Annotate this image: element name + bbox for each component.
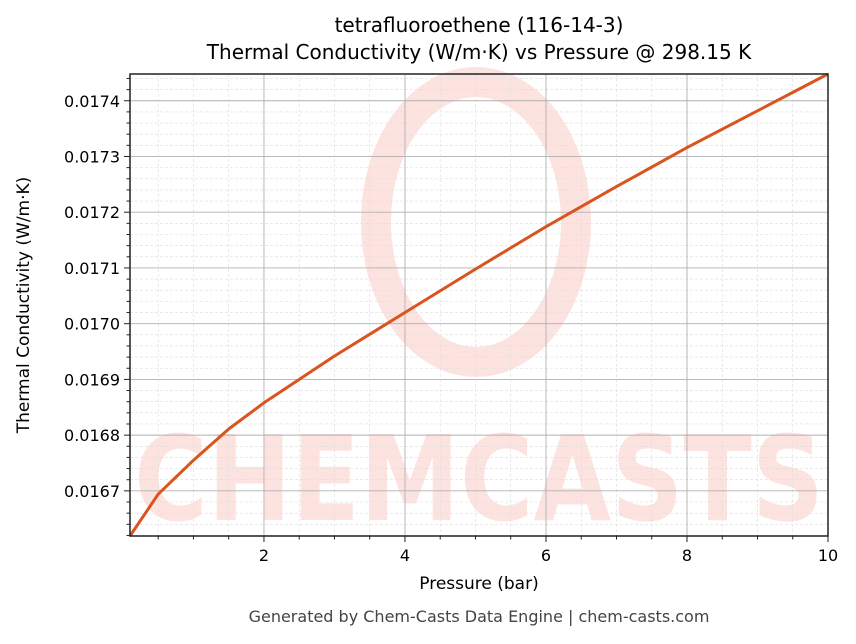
- x-tick-label: 10: [818, 546, 838, 565]
- footer-credit: Generated by Chem-Casts Data Engine | ch…: [248, 607, 710, 626]
- series-line: [128, 72, 829, 537]
- y-tick-label: 0.0174: [64, 92, 120, 111]
- chart-title: tetrafluoroethene (116-14-3): [334, 13, 624, 37]
- y-tick-label: 0.0169: [64, 370, 120, 389]
- chart-subtitle: Thermal Conductivity (W/m·K) vs Pressure…: [206, 40, 752, 64]
- y-tick-label: 0.0173: [64, 147, 120, 166]
- x-axis-ticks: 2 4 6 8 10: [157, 536, 838, 565]
- x-tick-label: 8: [682, 546, 692, 565]
- y-tick-label: 0.0168: [64, 426, 120, 445]
- x-axis-label: Pressure (bar): [419, 574, 539, 594]
- watermark-text: CHEMCASTS: [134, 410, 824, 548]
- x-tick-label: 6: [541, 546, 551, 565]
- y-tick-label: 0.0167: [64, 482, 120, 501]
- watermark-logo: CHEMCASTS: [134, 67, 824, 548]
- data-series: [128, 72, 829, 537]
- y-tick-label: 0.0170: [64, 315, 120, 334]
- plot-frame: [129, 73, 829, 537]
- x-tick-label: 4: [400, 546, 410, 565]
- y-tick-label: 0.0172: [64, 203, 120, 222]
- y-axis-ticks: 0.0167 0.0168 0.0169 0.0170 0.0171 0.0172 0.01…: [64, 77, 130, 536]
- x-tick-label: 2: [259, 546, 269, 565]
- y-axis-label: Thermal Conductivity (W/m·K): [14, 176, 34, 434]
- watermark-ring: [361, 67, 591, 377]
- y-tick-label: 0.0171: [64, 259, 120, 278]
- minor-grid: [130, 74, 828, 536]
- major-grid: [130, 74, 829, 536]
